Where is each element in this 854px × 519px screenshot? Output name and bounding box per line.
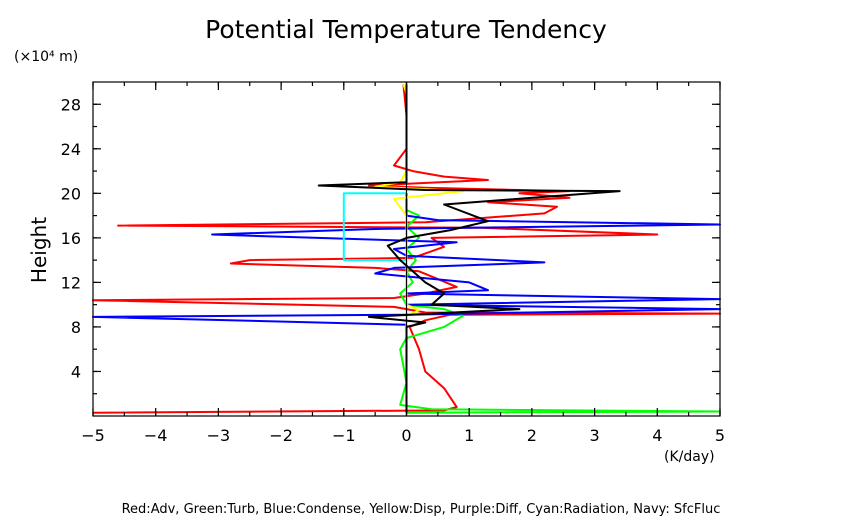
x-tick-label: 0	[401, 426, 411, 445]
y-axis-label: Height	[27, 217, 51, 283]
x-tick-label: 1	[464, 426, 474, 445]
series-layer	[92, 83, 721, 414]
y-tick-label: 4	[71, 362, 81, 381]
chart-title: Potential Temperature Tendency	[205, 15, 607, 44]
series-line-condense	[92, 193, 721, 413]
series-line-net	[317, 84, 621, 413]
x-tick-label: −1	[332, 426, 356, 445]
series-line-disp	[374, 83, 464, 413]
y-tick-label: 12	[61, 273, 81, 292]
x-tick-label: −3	[207, 426, 231, 445]
x-tick-label: −5	[81, 426, 105, 445]
series-line-radiation	[342, 192, 407, 262]
x-tick-label: −4	[144, 426, 168, 445]
x-tick-label: 4	[652, 426, 662, 445]
x-tick-label: 2	[527, 426, 537, 445]
y-unit-label: (×10⁴ m)	[14, 49, 78, 65]
x-tick-label: −2	[269, 426, 293, 445]
plot-frame	[92, 81, 721, 417]
y-tick-label: 8	[71, 318, 81, 337]
y-tick-label: 16	[61, 229, 81, 248]
x-unit-label: (K/day)	[664, 449, 715, 465]
legend-text: Red:Adv, Green:Turb, Blue:Condense, Yell…	[122, 502, 721, 517]
x-tick-label: 3	[590, 426, 600, 445]
y-tick-label: 24	[61, 140, 81, 159]
y-tick-label: 20	[61, 184, 81, 203]
x-tick-label: 5	[715, 426, 725, 445]
y-tick-label: 28	[61, 95, 81, 114]
